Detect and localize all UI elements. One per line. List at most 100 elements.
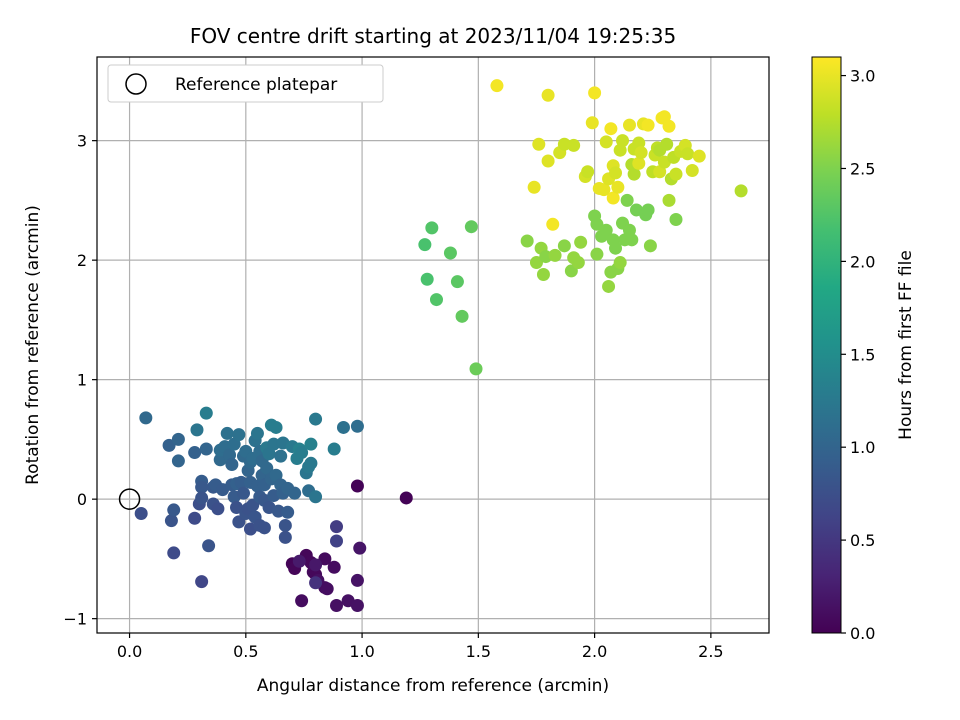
data-point xyxy=(309,412,323,426)
data-point xyxy=(641,118,655,132)
x-tick-label: 2.5 xyxy=(698,642,723,661)
data-point xyxy=(278,518,292,532)
data-point xyxy=(353,541,367,555)
data-point xyxy=(532,137,546,151)
colorbar-tick-label: 1.5 xyxy=(850,345,875,364)
colorbar-gradient xyxy=(811,56,842,634)
data-point xyxy=(429,293,443,307)
data-point xyxy=(606,191,620,205)
data-point xyxy=(546,217,560,231)
data-point xyxy=(350,479,364,493)
data-point xyxy=(443,246,457,260)
colorbar: 0.0 0.5 1.0 1.5 2.0 2.5 3.0 Hours from first F… xyxy=(811,56,916,643)
y-tick-label: 1 xyxy=(77,371,87,390)
data-point xyxy=(420,272,434,286)
data-point xyxy=(602,279,616,293)
x-tick-label: 1.0 xyxy=(349,642,374,661)
data-point xyxy=(190,423,204,437)
legend-label: Reference platepar xyxy=(175,75,337,95)
data-point xyxy=(529,256,543,270)
data-point xyxy=(167,546,181,560)
data-point xyxy=(225,458,239,472)
data-point xyxy=(309,558,323,572)
data-point xyxy=(574,235,588,249)
data-point xyxy=(330,599,344,613)
colorbar-tick-label: 0.0 xyxy=(850,624,875,643)
data-point xyxy=(195,575,209,589)
data-point xyxy=(548,248,562,262)
legend-marker-icon xyxy=(125,73,147,95)
data-point xyxy=(692,149,706,163)
reference-platepar-marker xyxy=(118,488,141,510)
data-point xyxy=(309,490,323,504)
colorbar-tick-label: 0.5 xyxy=(850,531,875,550)
data-point xyxy=(634,146,648,160)
data-point xyxy=(609,166,623,180)
x-tick-label: 0.0 xyxy=(117,642,142,661)
x-axis-label: Angular distance from reference (arcmin) xyxy=(257,676,609,696)
colorbar-tick-label: 2.0 xyxy=(850,252,875,271)
data-point xyxy=(336,420,350,434)
data-point xyxy=(232,428,246,442)
data-point xyxy=(527,180,541,194)
data-point xyxy=(202,539,216,553)
data-point xyxy=(541,154,555,168)
data-point xyxy=(318,552,332,566)
legend: Reference platepar xyxy=(107,64,384,103)
data-point xyxy=(464,220,478,234)
data-point xyxy=(599,223,613,237)
data-point xyxy=(134,506,148,520)
data-point xyxy=(450,275,464,289)
data-point xyxy=(195,491,209,505)
data-point xyxy=(188,446,202,460)
data-point xyxy=(164,514,178,528)
data-point xyxy=(399,491,413,505)
data-point xyxy=(625,233,639,247)
data-point xyxy=(292,554,306,568)
data-point xyxy=(211,502,225,516)
data-point xyxy=(669,167,683,181)
data-point xyxy=(627,167,641,181)
data-point xyxy=(622,118,636,132)
data-point xyxy=(171,454,185,468)
data-point xyxy=(616,134,630,148)
y-tick-label: 0 xyxy=(77,490,87,509)
data-point xyxy=(662,193,676,207)
data-point xyxy=(350,573,364,587)
plot-frame xyxy=(96,56,770,634)
x-axis-ticks: 0.0 0.5 1.0 1.5 2.0 2.5 xyxy=(117,633,724,661)
data-point xyxy=(295,594,309,608)
data-point xyxy=(669,213,683,227)
data-point xyxy=(269,420,283,434)
data-point xyxy=(581,165,595,179)
data-point xyxy=(604,122,618,136)
data-point xyxy=(585,116,599,130)
data-point xyxy=(599,135,613,149)
data-point xyxy=(590,247,604,261)
data-point xyxy=(490,79,504,93)
data-point xyxy=(662,119,676,133)
data-point xyxy=(613,256,627,270)
data-point xyxy=(590,217,604,231)
data-point xyxy=(199,442,213,456)
colorbar-tick-label: 1.0 xyxy=(850,438,875,457)
data-point xyxy=(571,256,585,270)
data-point xyxy=(620,193,634,207)
y-tick-label: −1 xyxy=(63,610,87,629)
colorbar-tick-label: 2.5 xyxy=(850,159,875,178)
data-point xyxy=(274,449,288,463)
data-point xyxy=(188,511,202,525)
x-tick-label: 1.5 xyxy=(466,642,491,661)
data-point xyxy=(295,446,309,460)
colorbar-ticks: 0.0 0.5 1.0 1.5 2.0 2.5 3.0 xyxy=(841,67,875,643)
data-point xyxy=(220,426,234,440)
data-point xyxy=(162,438,176,452)
data-point xyxy=(643,239,657,253)
data-point xyxy=(425,221,439,235)
data-point xyxy=(541,88,555,102)
data-point xyxy=(139,411,153,425)
data-point xyxy=(167,503,181,517)
data-point xyxy=(734,184,748,198)
data-point xyxy=(304,437,318,451)
